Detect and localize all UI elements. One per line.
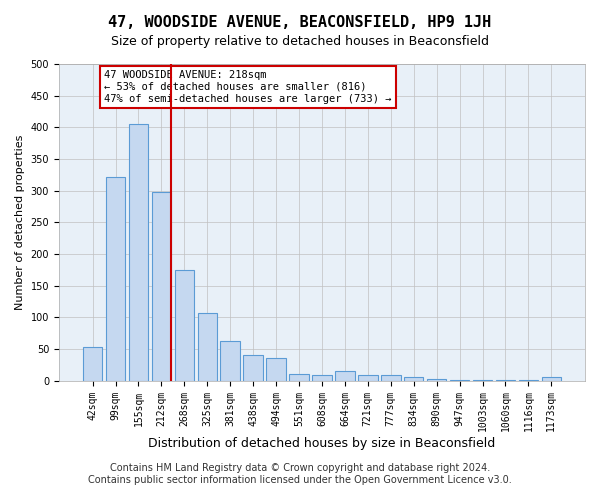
- Text: 47 WOODSIDE AVENUE: 218sqm
← 53% of detached houses are smaller (816)
47% of sem: 47 WOODSIDE AVENUE: 218sqm ← 53% of deta…: [104, 70, 392, 104]
- Bar: [83, 347, 103, 380]
- Bar: [312, 375, 332, 380]
- Bar: [128, 124, 148, 380]
- Bar: [335, 371, 355, 380]
- Bar: [175, 270, 194, 380]
- Text: 47, WOODSIDE AVENUE, BEACONSFIELD, HP9 1JH: 47, WOODSIDE AVENUE, BEACONSFIELD, HP9 1…: [109, 15, 491, 30]
- Bar: [197, 313, 217, 380]
- Bar: [152, 192, 171, 380]
- Bar: [289, 374, 309, 380]
- Y-axis label: Number of detached properties: Number of detached properties: [15, 134, 25, 310]
- Bar: [266, 358, 286, 380]
- Bar: [404, 378, 424, 380]
- Text: Size of property relative to detached houses in Beaconsfield: Size of property relative to detached ho…: [111, 35, 489, 48]
- Text: Contains HM Land Registry data © Crown copyright and database right 2024.
Contai: Contains HM Land Registry data © Crown c…: [88, 464, 512, 485]
- Bar: [427, 378, 446, 380]
- Bar: [244, 356, 263, 380]
- Bar: [358, 375, 377, 380]
- X-axis label: Distribution of detached houses by size in Beaconsfield: Distribution of detached houses by size …: [148, 437, 496, 450]
- Bar: [220, 342, 240, 380]
- Bar: [381, 375, 401, 380]
- Bar: [106, 176, 125, 380]
- Bar: [542, 378, 561, 380]
